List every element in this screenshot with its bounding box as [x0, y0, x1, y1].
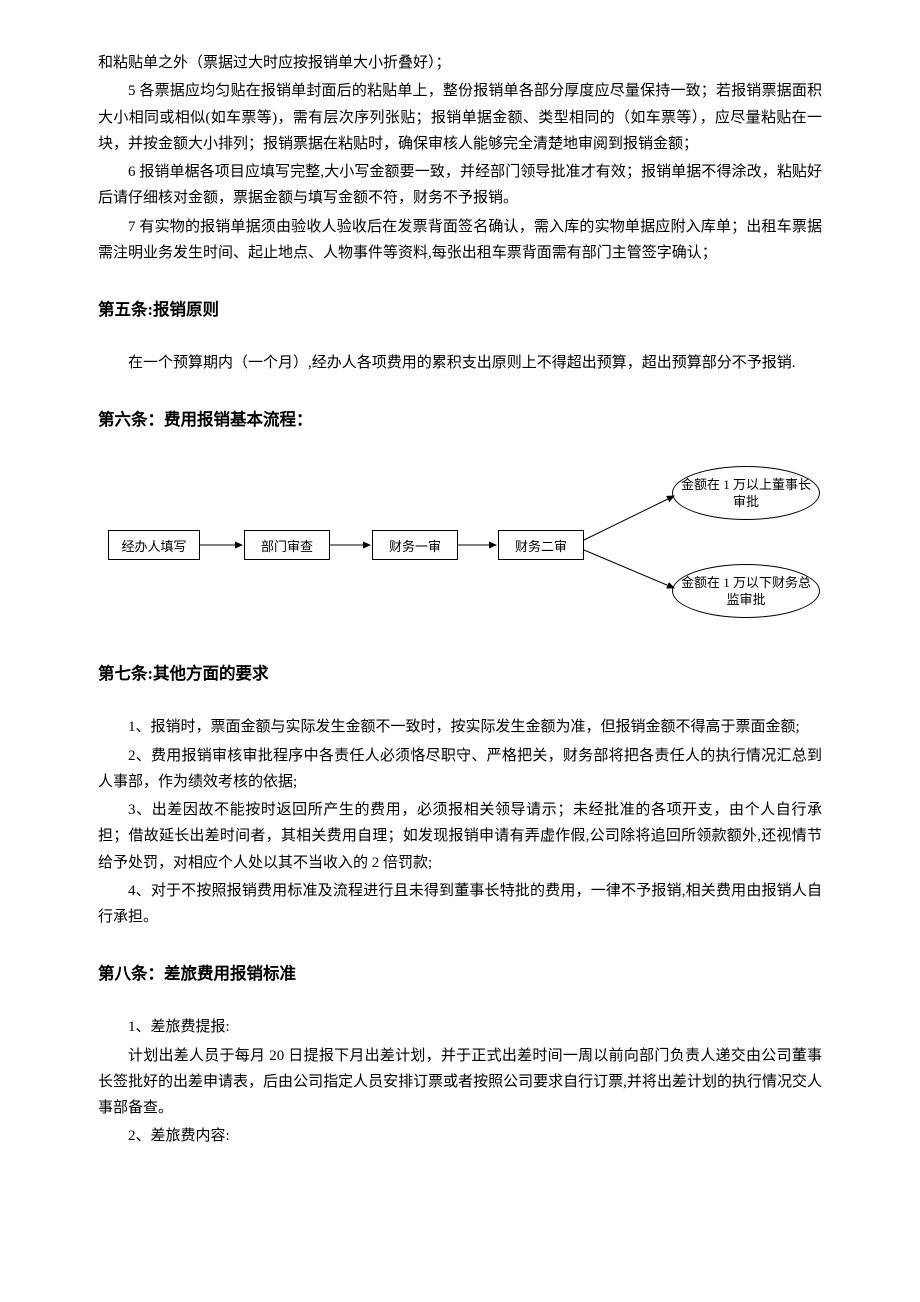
flow-box-3: 财务一审	[372, 530, 458, 560]
section-7-p2: 2、费用报销审核审批程序中各责任人必须恪尽职守、严格把关，财务部将把各责任人的执…	[98, 743, 822, 796]
section-7-heading: 第七条:其他方面的要求	[98, 660, 822, 684]
paragraph-item-6: 6 报销单椐各项目应填写完整,大小写金额要一致，并经部门领导批准才有效；报销单据…	[98, 159, 822, 212]
paragraph-continuation: 和粘贴单之外（票据过大时应按报销单大小折叠好）；	[98, 50, 822, 76]
section-8-p1-label: 1、差旅费提报:	[98, 1014, 822, 1040]
section-7-p4: 4、对于不按照报销费用标准及流程进行且未得到董事长特批的费用，一律不予报销,相关…	[98, 878, 822, 931]
flowchart-container: 经办人填写 部门审查 财务一审 财务二审 金额在 1 万以上董事长审批 金额在 …	[98, 460, 822, 630]
flow-ellipse-top: 金额在 1 万以上董事长审批	[672, 466, 820, 520]
section-8-p2-label: 2、差旅费内容:	[98, 1123, 822, 1149]
section-5-body: 在一个预算期内（一个月）,经办人各项费用的累积支出原则上不得超出预算，超出预算部…	[98, 350, 822, 376]
section-7-p1: 1、报销时，票面金额与实际发生金额不一致时，按实际发生金额为准，但报销金额不得高…	[98, 714, 822, 740]
paragraph-item-5: 5 各票据应均匀贴在报销单封面后的粘贴单上，整份报销单各部分厚度应尽量保持一致；…	[98, 78, 822, 157]
section-8-p1-body: 计划出差人员于每月 20 日提报下月出差计划，并于正式出差时间一周以前向部门负责…	[98, 1043, 822, 1122]
paragraph-item-7: 7 有实物的报销单据须由验收人验收后在发票背面签名确认，需入库的实物单据应附入库…	[98, 214, 822, 267]
flow-box-2: 部门审查	[244, 530, 330, 560]
flow-box-4: 财务二审	[498, 530, 584, 560]
section-6-heading: 第六条：费用报销基本流程：	[98, 406, 822, 430]
section-7-p3: 3、出差因故不能按时返回所产生的费用，必须报相关领导请示；未经批准的各项开支，由…	[98, 797, 822, 876]
section-5-heading: 第五条:报销原则	[98, 296, 822, 320]
section-8-heading: 第八条：差旅费用报销标准	[98, 960, 822, 984]
flow-ellipse-bottom: 金额在 1 万以下财务总监审批	[672, 564, 820, 618]
flow-box-1: 经办人填写	[108, 530, 200, 560]
